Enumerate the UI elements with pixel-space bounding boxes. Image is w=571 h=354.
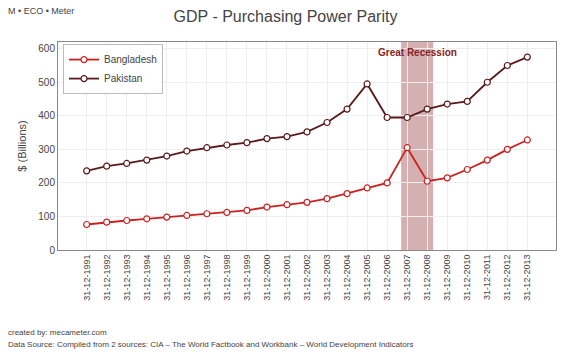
svg-text:31-12-2005: 31-12-2005 [362, 255, 372, 301]
svg-text:31-12-2002: 31-12-2002 [302, 255, 312, 301]
svg-text:31-12-2001: 31-12-2001 [282, 255, 292, 301]
svg-text:31-12-2003: 31-12-2003 [322, 255, 332, 301]
svg-text:created by: mecameter.com: created by: mecameter.com [8, 328, 107, 337]
svg-text:600: 600 [38, 43, 55, 54]
svg-text:31-12-1994: 31-12-1994 [142, 255, 152, 301]
svg-text:31-12-2008: 31-12-2008 [422, 255, 432, 301]
svg-text:31-12-1992: 31-12-1992 [102, 255, 112, 301]
svg-text:31-12-1996: 31-12-1996 [182, 255, 192, 301]
svg-text:GDP - Purchasing Power Parity: GDP - Purchasing Power Parity [174, 8, 398, 25]
svg-text:31-12-2009: 31-12-2009 [442, 255, 452, 301]
svg-text:31-12-2011: 31-12-2011 [482, 255, 492, 300]
svg-text:31-12-2000: 31-12-2000 [262, 255, 272, 301]
svg-text:Pakistan: Pakistan [104, 73, 142, 84]
svg-text:$ (Billions): $ (Billions) [16, 120, 28, 171]
svg-text:100: 100 [38, 211, 55, 222]
svg-text:31-12-1995: 31-12-1995 [162, 255, 172, 301]
svg-text:31-12-2013: 31-12-2013 [522, 255, 532, 301]
svg-text:31-12-2010: 31-12-2010 [462, 255, 472, 301]
svg-text:31-12-1997: 31-12-1997 [202, 255, 212, 301]
svg-text:31-12-1999: 31-12-1999 [242, 255, 252, 301]
svg-text:400: 400 [38, 110, 55, 121]
svg-text:31-12-2012: 31-12-2012 [502, 255, 512, 301]
svg-text:200: 200 [38, 177, 55, 188]
svg-text:Bangladesh: Bangladesh [104, 54, 157, 65]
svg-text:Data Source: Compiled from 2 s: Data Source: Compiled from 2 sources: CI… [8, 340, 413, 349]
svg-text:31-12-1998: 31-12-1998 [222, 255, 232, 301]
svg-text:500: 500 [38, 77, 55, 88]
svg-text:31-12-2004: 31-12-2004 [342, 255, 352, 301]
svg-text:31-12-2007: 31-12-2007 [402, 255, 412, 301]
svg-text:31-12-1991: 31-12-1991 [82, 255, 92, 301]
svg-text:300: 300 [38, 144, 55, 155]
svg-text:M • ECO • Meter: M • ECO • Meter [8, 6, 74, 16]
svg-text:0: 0 [49, 245, 55, 256]
svg-text:Great Recession: Great Recession [378, 47, 457, 58]
svg-text:31-12-1993: 31-12-1993 [122, 255, 132, 301]
svg-text:31-12-2006: 31-12-2006 [382, 255, 392, 301]
